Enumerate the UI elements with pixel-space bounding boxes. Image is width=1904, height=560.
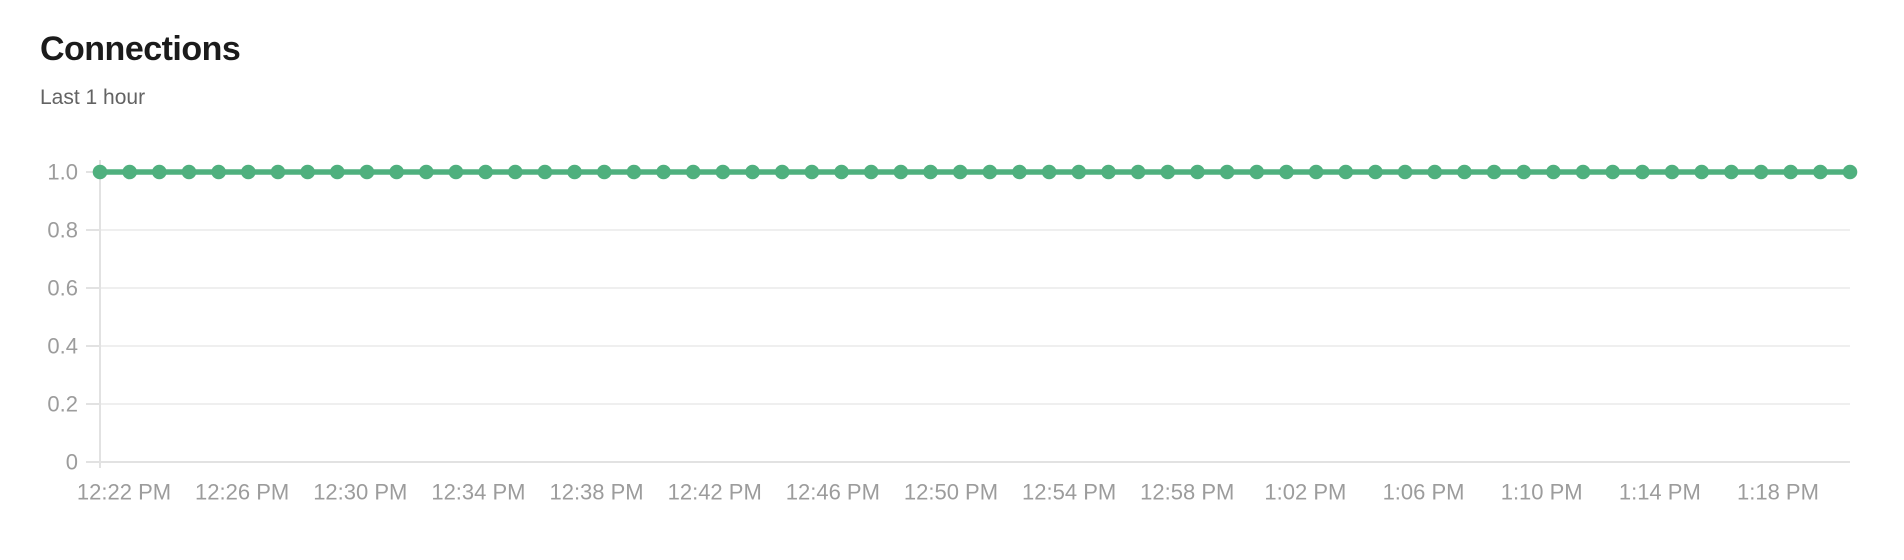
data-point-dot: [1457, 164, 1472, 180]
data-point-dot: [774, 164, 790, 180]
data-point-dot: [537, 164, 553, 180]
data-point-dot: [804, 164, 820, 180]
data-point-dot: [1012, 164, 1027, 180]
data-point-dot: [418, 164, 434, 180]
x-tick-label: 12:30 PM: [313, 480, 407, 505]
data-point-dot: [567, 164, 582, 180]
data-point-dot: [982, 164, 998, 180]
data-point-dot: [1308, 164, 1324, 180]
x-tick-label: 12:50 PM: [904, 480, 998, 505]
data-point-dot: [1190, 164, 1205, 180]
data-point-dot: [1546, 164, 1561, 180]
data-point-dot: [1694, 164, 1709, 180]
data-point-dot: [241, 164, 256, 180]
chart-subtitle: Last 1 hour: [40, 86, 146, 110]
data-point-dot: [1842, 164, 1858, 180]
x-tick-label: 12:26 PM: [195, 480, 289, 505]
data-point-dot: [1397, 164, 1413, 180]
data-point-dot: [1724, 164, 1739, 180]
y-tick-label: 0: [66, 450, 78, 475]
y-tick-label: 0.4: [47, 334, 78, 359]
data-point-dot: [596, 164, 612, 180]
data-point-dot: [1813, 164, 1828, 180]
data-point-dot: [507, 164, 523, 180]
data-point-dot: [834, 164, 849, 180]
chart-title: Connections: [40, 30, 241, 68]
data-point-dot: [181, 164, 197, 180]
x-tick-label: 12:54 PM: [1022, 480, 1116, 505]
data-point-dot: [1101, 164, 1116, 180]
x-tick-label: 12:22 PM: [77, 480, 171, 505]
data-point-dot: [448, 164, 464, 180]
x-tick-label: 12:58 PM: [1140, 480, 1234, 505]
data-point-dot: [1368, 164, 1383, 180]
x-tick-label: 12:34 PM: [431, 480, 525, 505]
data-point-dot: [1783, 164, 1798, 180]
data-point-dot: [359, 164, 375, 180]
data-point-dot: [1664, 164, 1680, 180]
data-point-dot: [1041, 164, 1057, 180]
data-point-dot: [923, 164, 938, 180]
data-point-dot: [270, 164, 286, 180]
data-point-dot: [1486, 164, 1502, 180]
y-tick-label: 0.8: [47, 218, 78, 243]
data-point-dot: [1427, 164, 1443, 180]
data-point-dot: [626, 164, 642, 180]
data-point-dot: [389, 164, 404, 180]
data-point-dot: [1635, 164, 1650, 180]
data-point-dot: [152, 164, 167, 180]
y-tick-label: 1.0: [47, 160, 78, 185]
data-point-dot: [745, 164, 760, 180]
data-point-dot: [122, 164, 137, 180]
data-point-dot: [478, 164, 493, 180]
x-tick-label: 1:06 PM: [1383, 480, 1465, 505]
data-point-dot: [685, 164, 701, 180]
x-tick-label: 1:02 PM: [1264, 480, 1346, 505]
data-point-dot: [1219, 164, 1235, 180]
data-point-dot: [893, 164, 909, 180]
data-point-dot: [1516, 164, 1532, 180]
data-point-dot: [1753, 164, 1769, 180]
data-point-dot: [1130, 164, 1146, 180]
x-tick-label: 12:42 PM: [668, 480, 762, 505]
data-point-dot: [1338, 164, 1354, 180]
data-point-dot: [863, 164, 879, 180]
data-point-dot: [656, 164, 671, 180]
x-tick-label: 1:18 PM: [1737, 480, 1819, 505]
data-point-dot: [1279, 164, 1294, 180]
data-point-dot: [92, 164, 108, 180]
y-tick-label: 0.2: [47, 392, 78, 417]
data-point-dot: [1249, 164, 1265, 180]
x-tick-label: 12:38 PM: [549, 480, 643, 505]
y-tick-label: 0.6: [47, 276, 78, 301]
data-point-dot: [211, 164, 226, 180]
data-point-dot: [1160, 164, 1176, 180]
data-point-dot: [715, 164, 731, 180]
data-point-dot: [1071, 164, 1087, 180]
data-point-dot: [952, 164, 968, 180]
data-point-dot: [1605, 164, 1621, 180]
data-point-dot: [1575, 164, 1591, 180]
x-tick-label: 12:46 PM: [786, 480, 880, 505]
chart-header: Connections Last 1 hour: [40, 30, 241, 110]
x-tick-label: 1:14 PM: [1619, 480, 1701, 505]
data-point-dot: [329, 164, 345, 180]
data-point-dot: [300, 164, 315, 180]
x-tick-label: 1:10 PM: [1501, 480, 1583, 505]
